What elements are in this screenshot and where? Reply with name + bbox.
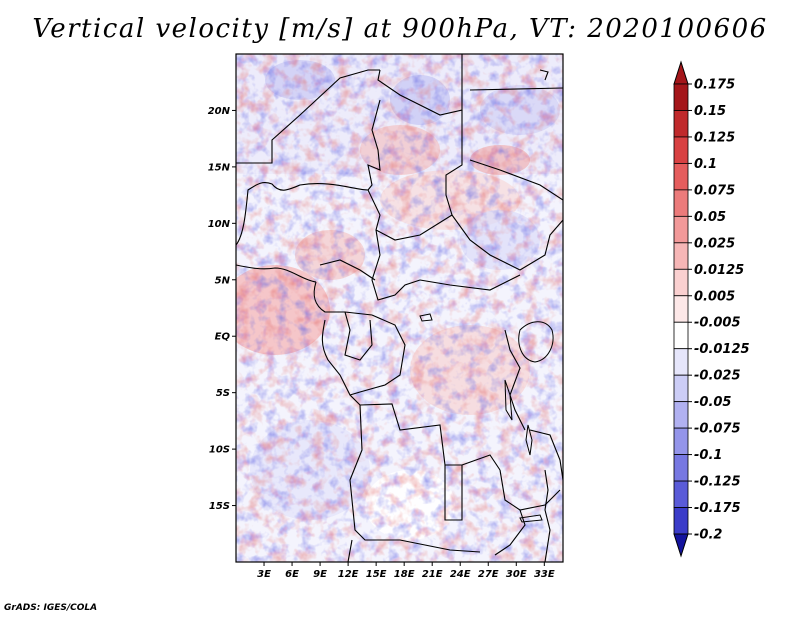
colorbar-label: -0.125	[694, 475, 741, 490]
colorbar-max-arrow	[673, 60, 689, 85]
colorbar-label: 0.075	[694, 183, 735, 198]
lon-tick-label: 33E	[534, 569, 555, 580]
colorbar-segment	[673, 427, 689, 455]
colorbar-label: 0.05	[694, 210, 726, 225]
colorbar-segment	[673, 321, 689, 350]
colorbar-segment	[673, 401, 689, 429]
colorbar: 0.175 0.15 0.125 0.1 0.075 0.05 0.025 0.0125 0.0…	[673, 60, 750, 558]
colorbar-label: -0.0125	[694, 342, 750, 357]
colorbar-label: -0.2	[694, 528, 722, 543]
footer-credit: GrADS: IGES/COLA	[4, 603, 98, 613]
lon-tick-label: 15E	[366, 569, 387, 580]
lat-tick-label: 5S	[216, 388, 230, 399]
colorbar-segment	[673, 163, 689, 191]
latitude-axis: 20N 15N 10N 5N EQ 5S 10S 15S	[208, 106, 236, 512]
colorbar-segment	[673, 480, 689, 508]
colorbar-segment	[673, 110, 689, 138]
longitude-axis: 3E 6E 9E 12E 15E 18E 21E 24E 27E 30E 33E	[257, 562, 555, 580]
chart-title: Vertical velocity [m/s] at 900hPa, VT: 2…	[32, 14, 768, 44]
colorbar-label: -0.025	[694, 369, 741, 384]
colorbar-label: -0.075	[694, 422, 741, 437]
lon-tick-label: 12E	[338, 569, 359, 580]
colorbar-label: 0.15	[694, 104, 726, 119]
lat-tick-label: 15S	[209, 501, 230, 512]
lon-tick-label: 24E	[450, 569, 471, 580]
lon-tick-label: 30E	[506, 569, 527, 580]
map-frame	[235, 53, 564, 563]
colorbar-label: 0.025	[694, 236, 735, 251]
colorbar-label: 0.0125	[694, 263, 744, 278]
lon-tick-label: 21E	[422, 569, 443, 580]
colorbar-label: 0.005	[694, 289, 735, 304]
colorbar-segment	[673, 136, 689, 164]
lat-tick-label: 10N	[208, 219, 231, 230]
lon-tick-label: 27E	[478, 569, 499, 580]
colorbar-segment	[673, 242, 689, 270]
vertical-velocity-field	[236, 54, 563, 562]
lon-tick-label: 18E	[394, 569, 415, 580]
colorbar-segment	[673, 374, 689, 403]
colorbar-label: -0.1	[694, 448, 722, 463]
lat-tick-label: 5N	[215, 275, 231, 286]
colorbar-segment	[673, 348, 689, 376]
lat-tick-label: EQ	[215, 332, 231, 343]
colorbar-segment	[673, 268, 689, 297]
colorbar-segment	[673, 189, 689, 217]
lat-tick-label: 15N	[208, 162, 231, 173]
colorbar-label: -0.005	[694, 316, 741, 331]
colorbar-label: -0.05	[694, 395, 731, 410]
colorbar-segment	[673, 295, 689, 323]
lakes	[419, 313, 554, 523]
lat-tick-label: 20N	[208, 106, 231, 117]
colorbar-segment	[673, 454, 689, 482]
colorbar-label: 0.1	[694, 157, 717, 172]
colorbar-label: -0.175	[694, 501, 741, 516]
lat-tick-label: 10S	[209, 445, 230, 456]
colorbar-label: 0.125	[694, 130, 735, 145]
colorbar-segment	[673, 83, 689, 111]
colorbar-segment	[673, 215, 689, 244]
lon-tick-label: 3E	[257, 569, 271, 580]
country-borders	[236, 54, 563, 562]
colorbar-min-arrow	[673, 533, 689, 558]
colorbar-segment	[673, 507, 689, 535]
colorbar-label: 0.175	[694, 78, 735, 93]
lon-tick-label: 9E	[313, 569, 327, 580]
lon-tick-label: 6E	[285, 569, 299, 580]
